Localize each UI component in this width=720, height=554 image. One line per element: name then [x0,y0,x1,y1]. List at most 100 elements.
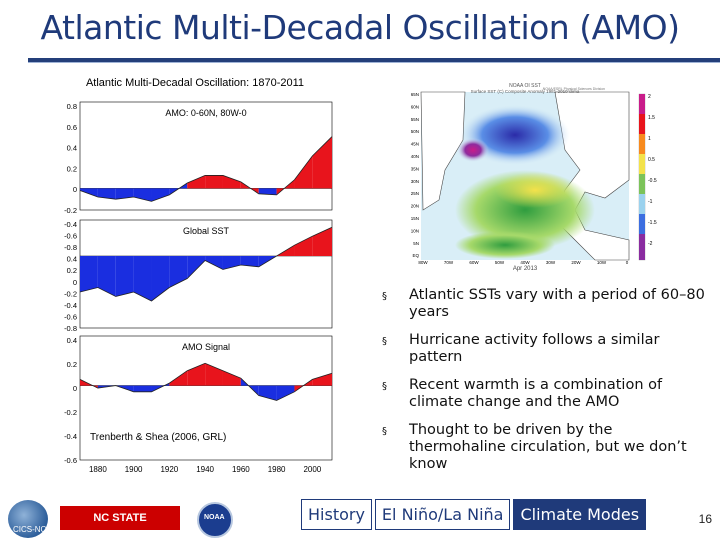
panel-label: AMO: 0-60N, 80W-0 [165,108,246,118]
series-area-segment [205,175,223,189]
lat-tick-label: 65N [411,92,419,97]
series-area-segment [294,236,313,256]
lon-tick-label: 20W [571,260,581,265]
y-tick-label: 0.4 [67,255,77,264]
colorbar-tick-label: 1.5 [648,115,655,121]
series-area-segment [151,188,170,202]
map-date: Apr 2013 [513,266,538,272]
lon-tick-label: 30W [546,260,556,265]
x-tick-label: 1900 [125,465,143,474]
colorbar-seg-8 [639,234,645,260]
series-area-segment [276,385,295,401]
y-tick-label: 0 [73,384,77,393]
lat-tick-label: EQ [412,253,419,258]
y-tick-label: -0.6 [64,312,77,321]
colorbar-seg-1 [639,94,645,114]
y-tick-label: -0.4 [64,220,77,229]
x-tick-label: 2000 [303,465,321,474]
y-tick-label: -0.4 [64,301,77,310]
y-tick-label: 0.2 [67,360,77,369]
panel-label: Global SST [183,226,230,236]
y-tick-label: 0 [73,185,77,194]
title-rule-thin [28,62,720,63]
x-tick-label: 1920 [160,465,178,474]
bullet-item: § Hurricane activity follows a similar pa… [375,332,705,366]
series-area-segment [187,175,206,189]
bullet-list: § Atlantic SSTs vary with a period of 60–… [375,287,705,484]
y-tick-label: -0.6 [64,232,77,241]
lat-tick-label: 45N [411,142,419,147]
series-area-segment [97,256,116,297]
lat-tick-label: 50N [411,129,419,134]
lon-tick-label: 70W [444,260,454,265]
series-area-segment [151,256,170,301]
series-area-segment [115,188,134,200]
series-area-segment [115,256,134,297]
lat-tick-label: 30N [411,179,419,184]
y-tick-label: -0.2 [64,289,77,298]
y-tick-label: 0.2 [67,266,77,275]
lon-tick-label: 0 [626,260,629,265]
colorbar-tick-label: -0.5 [648,178,657,184]
series-area-segment [133,256,152,301]
map-source: NOAA/ESRL Physical Sciences Division [543,87,605,91]
cics-logo-text: CICS-NC [13,525,47,534]
bullet-text: Recent warmth is a combination of climat… [409,377,663,410]
amo-chart-title: Atlantic Multi-Decadal Oscillation: 1870… [86,77,304,89]
x-tick-label: 1880 [89,465,107,474]
y-tick-label: 0.4 [67,336,77,345]
slide-title: Atlantic Multi-Decadal Oscillation (AMO) [40,8,680,47]
lon-tick-label: 40W [520,260,530,265]
lat-tick-label: 10N [411,228,419,233]
bullet-item: § Thought to be driven by the thermohalin… [375,422,705,473]
lon-tick-label: 50W [495,260,505,265]
series-area-segment [258,385,277,401]
nav-enso[interactable]: El Niño/La Niña [374,499,511,530]
y-tick-label: -0.8 [64,324,77,333]
series-area-segment [312,227,332,256]
series-area-segment [187,256,206,279]
series-area-segment [80,256,98,292]
cics-logo: CICS-NC [8,500,48,538]
series-area-segment [187,363,206,386]
lat-tick-label: 40N [411,154,419,159]
bullet-mark: § [382,381,387,392]
y-tick-label: -0.8 [64,243,77,252]
nav-history[interactable]: History [301,499,372,530]
series-area-segment [169,256,188,288]
bullet-item: § Recent warmth is a combination of clima… [375,377,705,411]
bullet-text: Atlantic SSTs vary with a period of 60–8… [409,287,705,320]
colorbar-seg-6 [639,194,645,214]
colorbar-tick-label: -1 [648,199,653,205]
lon-tick-label: 80W [418,260,428,265]
map-title: NOAA OI SST [509,83,541,89]
series-area-segment [222,256,241,270]
lat-tick-label: 25N [411,191,419,196]
y-tick-label: 0.8 [67,102,77,111]
bullet-text: Hurricane activity follows a similar pat… [409,332,660,365]
x-tick-label: 1980 [268,465,286,474]
series-area-segment [294,156,313,189]
y-tick-label: 0.2 [67,164,77,173]
y-tick-label: 0.4 [67,144,77,153]
slide-navigation: History El Niño/La Niña Climate Modes [301,499,649,530]
series-area-segment [80,188,98,198]
noaa-logo-text: NOAA [204,514,225,521]
y-tick-label: -0.2 [64,408,77,417]
ncsu-logo: NC STATE UNIVERSITY [60,506,180,548]
lat-tick-label: 55N [411,117,419,122]
series-line [79,362,333,401]
series-area-segment [169,370,188,386]
colorbar-seg-3 [639,134,645,154]
colorbar-tick-label: -1.5 [648,220,657,226]
panel-frame [79,335,333,461]
noaa-logo: NOAA [197,502,233,538]
bullet-mark: § [382,426,387,437]
sst-anomaly-map: NOAA OI SST Surface SST (C) Composite An… [405,80,663,272]
series-area-segment [258,188,277,195]
nav-climate-modes[interactable]: Climate Modes [513,499,647,530]
x-tick-label: 1960 [232,465,250,474]
colorbar-seg-2 [639,114,645,134]
series-line [79,136,333,202]
series-area-segment [205,256,223,270]
